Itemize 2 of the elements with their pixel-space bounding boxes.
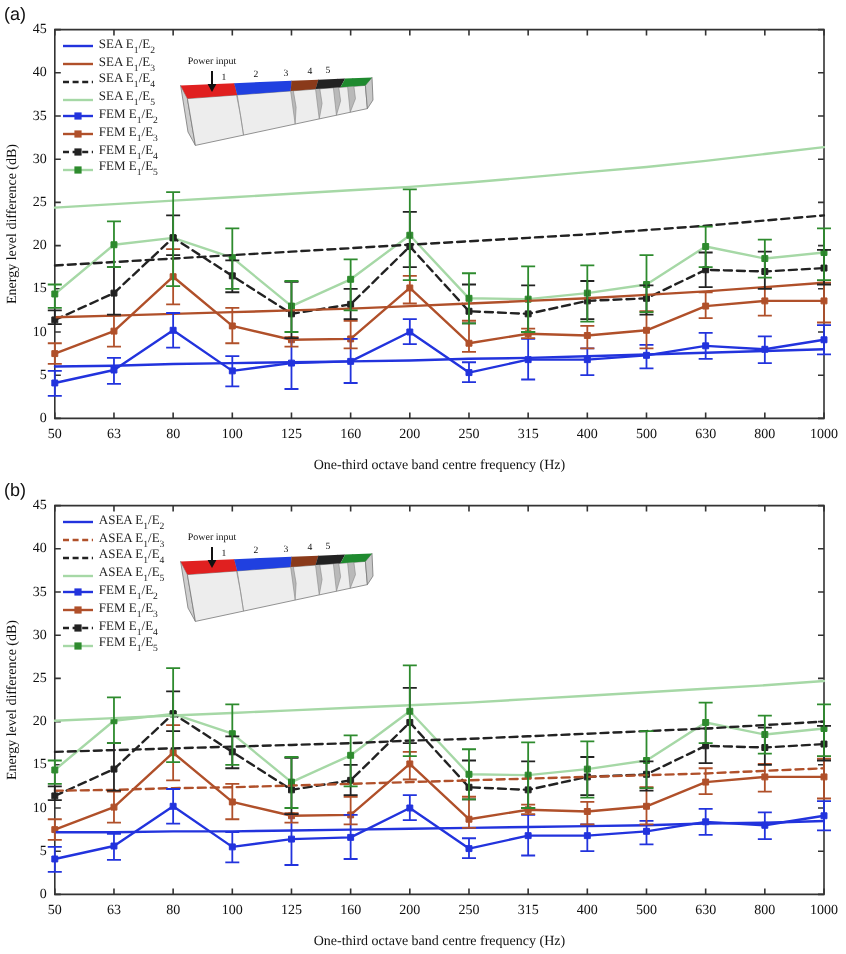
chart-title: (a): [4, 3, 26, 24]
chart-title: (b): [4, 479, 26, 500]
